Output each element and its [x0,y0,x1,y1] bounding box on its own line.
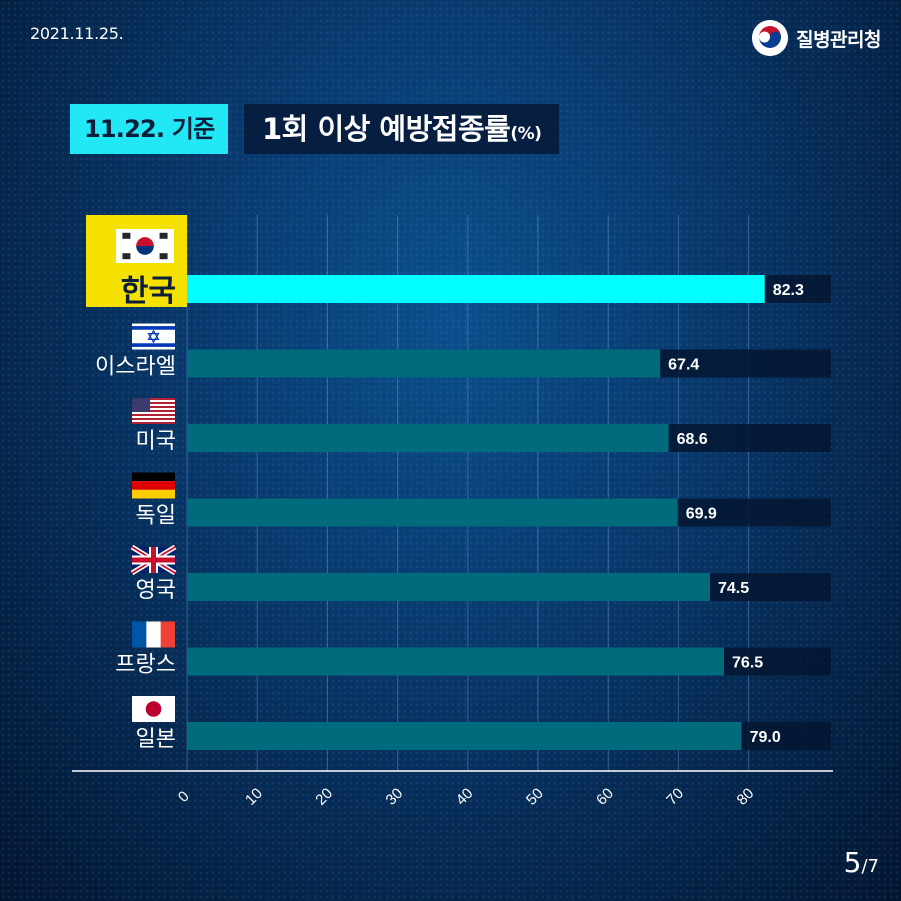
israel-flag-icon [132,323,175,350]
france-flag-icon [132,621,175,648]
bar [187,722,742,750]
x-tick-label: 0 [175,788,193,806]
category-label: 한국 [121,274,176,309]
chart-title: 1회 이상 예방접종률(%) [244,104,560,154]
date-label: 2021.11.25. [30,24,124,43]
germany-flag-icon [132,472,175,499]
bar [187,647,725,676]
x-tick-label: 10 [242,785,266,809]
data-label: 74.5 [718,580,749,597]
page-indicator: 5/7 [844,846,879,879]
x-tick-label: 40 [453,785,477,809]
bar [187,424,669,452]
org-name: 질병관리청 [796,28,881,51]
data-label: 82.3 [773,282,804,299]
x-tick-label: 50 [523,785,547,809]
category-label: 영국 [136,578,176,603]
uk-flag-icon [130,544,177,576]
bar [187,573,710,601]
x-tick-label: 30 [383,785,407,809]
bar [187,275,765,303]
category-label: 독일 [136,504,176,529]
bar [187,349,661,378]
page-total: /7 [861,856,879,877]
category-label: 미국 [136,429,176,454]
data-label: 76.5 [732,655,763,672]
reference-date-tag: 11.22. 기준 [70,104,229,154]
x-tick-label: 80 [734,785,758,809]
chart-title-text: 1회 이상 예방접종률 [262,112,511,146]
category-label: 이스라엘 [95,355,176,380]
bar [187,498,678,527]
x-tick-label: 60 [593,785,617,809]
page-current: 5 [843,846,862,879]
data-label: 79.0 [750,729,781,746]
japan-flag-icon [132,696,175,722]
x-tick-label: 70 [663,785,687,809]
data-label: 69.9 [686,506,717,523]
org-logo: 질병관리청 [752,20,881,56]
data-label: 68.6 [677,431,708,448]
usa-flag-icon [132,398,175,424]
category-label: 프랑스 [115,653,176,678]
taegeuk-logo-icon [752,20,789,56]
korea-flag-icon [116,229,174,263]
data-label: 67.4 [668,357,699,374]
category-label: 일본 [136,727,176,752]
x-tick-label: 20 [312,785,336,809]
chart-title-unit: (%) [510,124,542,144]
